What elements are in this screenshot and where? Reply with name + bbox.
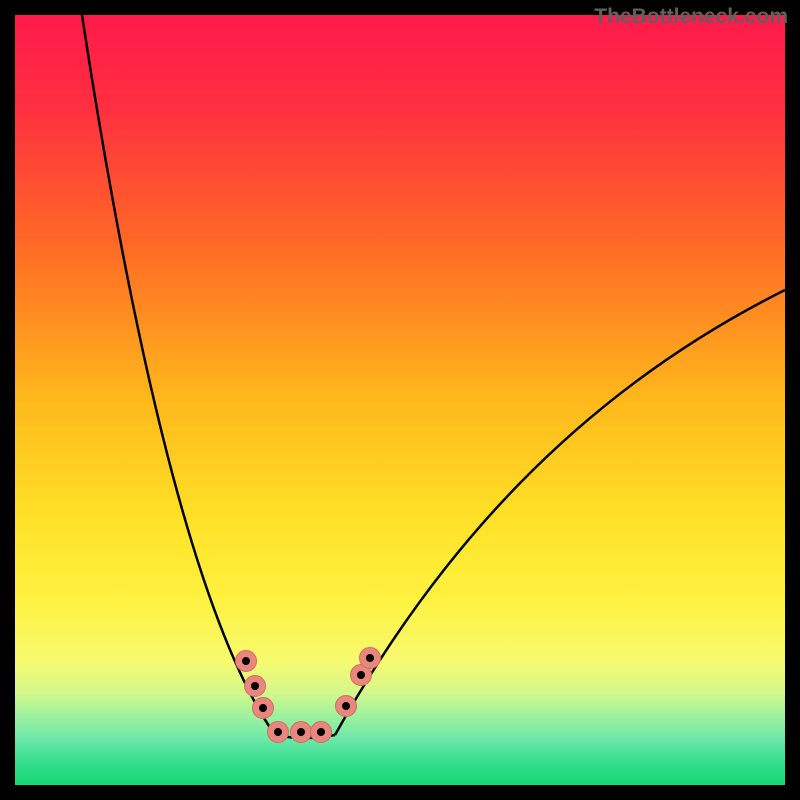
plot-area (15, 15, 785, 785)
chart-svg (15, 15, 785, 785)
plot-background (15, 15, 785, 785)
watermark-text: TheBottleneck.com (594, 5, 788, 29)
marker-center (274, 728, 282, 736)
marker-center (317, 728, 325, 736)
marker-center (251, 682, 259, 690)
marker-center (366, 654, 374, 662)
marker-center (342, 702, 350, 710)
marker-center (242, 657, 250, 665)
marker-center (357, 671, 365, 679)
marker-center (259, 704, 267, 712)
marker-center (297, 728, 305, 736)
